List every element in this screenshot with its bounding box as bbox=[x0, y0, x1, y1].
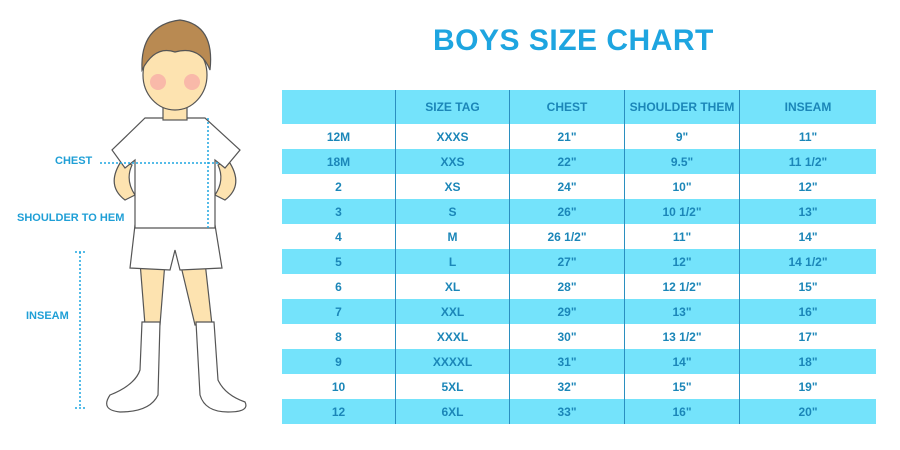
cell-inseam: 17" bbox=[739, 324, 876, 349]
cell-chest: 32" bbox=[509, 374, 625, 399]
cell-size-tag: XS bbox=[395, 174, 510, 199]
cell-size-tag: XL bbox=[395, 274, 510, 299]
cell-inseam: 14" bbox=[739, 224, 876, 249]
cell-shoulder: 9" bbox=[624, 124, 740, 149]
cell-age: 12 bbox=[282, 399, 396, 424]
table-row: 10 5XL 32" 15" 19" bbox=[282, 374, 876, 399]
cell-shoulder: 14" bbox=[624, 349, 740, 374]
table-row: 6 XL 28" 12 1/2" 15" bbox=[282, 274, 876, 299]
cell-age: 5 bbox=[282, 249, 396, 274]
cell-shoulder: 13" bbox=[624, 299, 740, 324]
cell-age: 12M bbox=[326, 129, 351, 144]
cell-age: 6 bbox=[335, 279, 342, 294]
cell-inseam: 11" bbox=[739, 124, 876, 149]
cell-age: 10 bbox=[331, 379, 346, 394]
cell-shoulder: 13 1/2" bbox=[624, 324, 740, 349]
cell-inseam: 13" bbox=[739, 199, 876, 224]
cell-age: 4 bbox=[335, 229, 342, 244]
cell-shoulder: 16" bbox=[624, 399, 740, 424]
cell-size-tag: S bbox=[395, 199, 510, 224]
inseam-label: INSEAM bbox=[26, 310, 69, 322]
cell-inseam: 20" bbox=[739, 399, 876, 424]
cell-chest: 31" bbox=[509, 349, 625, 374]
table-row: 2 XS 24" 10" 12" bbox=[282, 174, 876, 199]
cell-size-tag: M bbox=[395, 224, 510, 249]
cell-age: 2 bbox=[335, 179, 342, 194]
cell-age: 18M bbox=[282, 149, 396, 174]
header-inseam: INSEAM bbox=[739, 90, 876, 124]
shoulder-to-hem-label: SHOULDER TO HEM bbox=[17, 212, 125, 224]
cell-shoulder: 11" bbox=[624, 224, 740, 249]
size-chart-table: SIZE TAG CHEST SHOULDER THEM INSEAM 12M X… bbox=[282, 90, 876, 424]
cell-inseam: 12" bbox=[739, 174, 876, 199]
cell-chest: 22" bbox=[509, 149, 625, 174]
cell-size-tag: XXXXL bbox=[395, 349, 510, 374]
cell-size-tag: L bbox=[395, 249, 510, 274]
cell-shoulder: 15" bbox=[624, 374, 740, 399]
header-chest: CHEST bbox=[509, 90, 625, 124]
cell-inseam: 19" bbox=[739, 374, 876, 399]
cell-chest: 27" bbox=[509, 249, 625, 274]
cell-inseam: 18" bbox=[739, 349, 876, 374]
table-row: 12 6XL 33" 16" 20" bbox=[282, 399, 876, 424]
cell-chest: 21" bbox=[509, 124, 625, 149]
cell-age: 7 bbox=[282, 299, 396, 324]
cell-size-tag: XXXS bbox=[395, 124, 510, 149]
table-row: 12M XXXS 21" 9" 11" bbox=[282, 124, 876, 149]
cell-size-tag: 5XL bbox=[395, 374, 510, 399]
cell-inseam: 15" bbox=[739, 274, 876, 299]
header-shoulder: SHOULDER THEM bbox=[624, 90, 740, 124]
cell-inseam: 11 1/2" bbox=[739, 149, 876, 174]
cell-size-tag: XXS bbox=[395, 149, 510, 174]
table-row: 3 S 26" 10 1/2" 13" bbox=[282, 199, 876, 224]
cell-chest: 29" bbox=[509, 299, 625, 324]
cell-shoulder: 10 1/2" bbox=[624, 199, 740, 224]
cell-chest: 26" bbox=[509, 199, 625, 224]
cell-chest: 24" bbox=[509, 174, 625, 199]
table-row: 18M XXS 22" 9.5" 11 1/2" bbox=[282, 149, 876, 174]
cell-inseam: 16" bbox=[739, 299, 876, 324]
cell-shoulder: 10" bbox=[624, 174, 740, 199]
page-title: BOYS SIZE CHART bbox=[433, 24, 714, 57]
table-row: 7 XXL 29" 13" 16" bbox=[282, 299, 876, 324]
cell-size-tag: XXL bbox=[395, 299, 510, 324]
cell-age: 9 bbox=[282, 349, 396, 374]
table-header-row: SIZE TAG CHEST SHOULDER THEM INSEAM bbox=[282, 90, 876, 124]
cell-size-tag: 6XL bbox=[395, 399, 510, 424]
table-row: 8 XXXL 30" 13 1/2" 17" bbox=[282, 324, 876, 349]
cell-inseam: 14 1/2" bbox=[739, 249, 876, 274]
chest-label: CHEST bbox=[55, 155, 93, 167]
cell-age: 8 bbox=[335, 329, 342, 344]
table-row: 9 XXXXL 31" 14" 18" bbox=[282, 349, 876, 374]
cell-shoulder: 12" bbox=[624, 249, 740, 274]
table-row: 5 L 27" 12" 14 1/2" bbox=[282, 249, 876, 274]
cell-shoulder: 12 1/2" bbox=[624, 274, 740, 299]
cell-chest: 33" bbox=[509, 399, 625, 424]
cell-chest: 30" bbox=[509, 324, 625, 349]
header-size-tag: SIZE TAG bbox=[395, 90, 510, 124]
cell-age: 3 bbox=[282, 199, 396, 224]
cell-shoulder: 9.5" bbox=[624, 149, 740, 174]
boy-illustration bbox=[75, 19, 247, 413]
cell-chest: 28" bbox=[509, 274, 625, 299]
cell-size-tag: XXXL bbox=[395, 324, 510, 349]
header-age bbox=[282, 90, 396, 124]
table-row: 4 M 26 1/2" 11" 14" bbox=[282, 224, 876, 249]
cell-chest: 26 1/2" bbox=[509, 224, 625, 249]
